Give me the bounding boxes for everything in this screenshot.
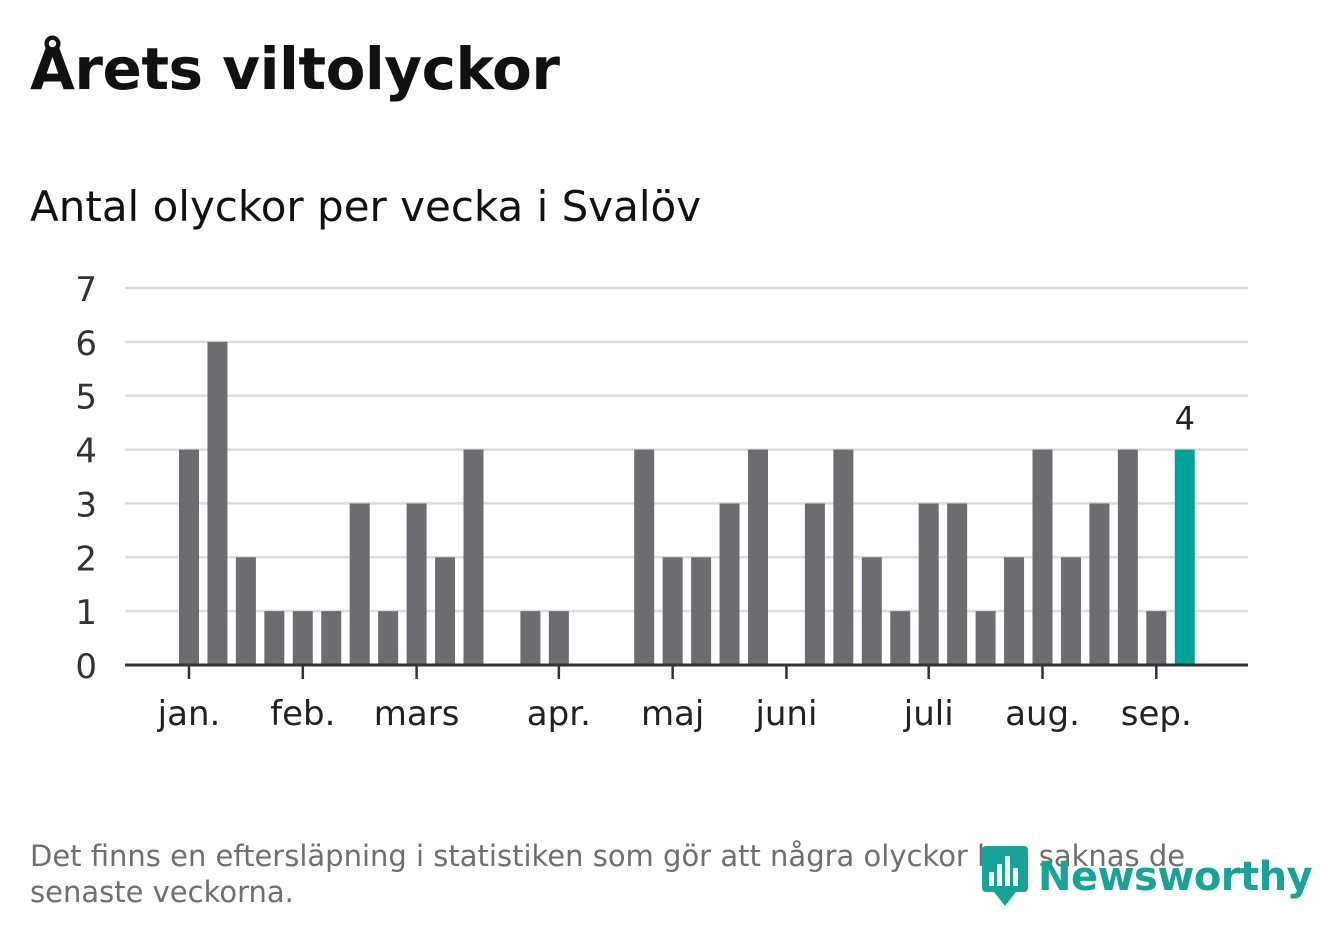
x-tick-label: apr. (527, 694, 591, 734)
y-tick-label: 6 (75, 324, 97, 364)
bar (975, 611, 996, 665)
bar (1004, 557, 1025, 665)
bar (634, 449, 655, 665)
x-tick-label: aug. (1005, 694, 1080, 734)
bar (833, 449, 854, 665)
bar (520, 611, 541, 665)
bar-value-label: 4 (1175, 400, 1195, 438)
bar-chart: 0 1 2 3 4 5 6 7 4 jan. feb. mars apr. maj juni juli au… (75, 270, 1248, 734)
y-tick-label: 3 (75, 485, 97, 525)
logo-text: Newsworthy (1038, 854, 1313, 900)
bar (548, 611, 569, 665)
bar (435, 557, 456, 665)
y-tick-label: 5 (75, 378, 97, 418)
bar (207, 341, 228, 665)
x-axis-ticks: jan. feb. mars apr. maj juni juli aug. sep. (157, 665, 1192, 734)
x-tick-label: sep. (1121, 694, 1192, 734)
bar (463, 449, 484, 665)
bar (321, 611, 342, 665)
bar (235, 557, 256, 665)
bar (804, 503, 825, 665)
bar (748, 449, 768, 665)
bar (890, 611, 911, 665)
bar (662, 557, 683, 665)
y-tick-label: 0 (75, 647, 97, 687)
y-tick-label: 7 (75, 270, 97, 310)
y-tick-label: 4 (75, 432, 97, 472)
chart-title: Årets viltolyckor (30, 35, 560, 103)
x-tick-label: mars (374, 694, 460, 734)
x-tick-label: juli (903, 694, 954, 734)
y-axis-ticks: 0 1 2 3 4 5 6 7 (75, 270, 97, 687)
x-tick-label: jan. (157, 694, 221, 734)
bar (378, 611, 399, 665)
x-tick-label: juni (754, 694, 817, 734)
bar (1060, 557, 1081, 665)
bar (179, 449, 199, 665)
bar (918, 503, 939, 665)
bar-chart-icon (982, 846, 1028, 906)
bar (719, 503, 740, 665)
bar (947, 503, 968, 665)
bar (264, 611, 285, 665)
y-tick-label: 2 (75, 539, 97, 579)
bar (1032, 449, 1053, 665)
x-tick-label: feb. (270, 694, 335, 734)
chart-subtitle: Antal olyckor per vecka i Svalöv (30, 182, 702, 231)
bar-highlight (1174, 449, 1195, 665)
bar (1089, 503, 1110, 665)
y-tick-label: 1 (75, 593, 97, 633)
bar (292, 611, 313, 665)
bars: 4 (179, 341, 1195, 665)
bar (861, 557, 882, 665)
bar (1117, 449, 1138, 665)
newsworthy-logo: Newsworthy (982, 846, 1313, 908)
bar (406, 503, 427, 665)
bar (349, 503, 370, 665)
bar (691, 557, 712, 665)
x-tick-label: maj (641, 694, 704, 734)
bar (1146, 611, 1167, 665)
